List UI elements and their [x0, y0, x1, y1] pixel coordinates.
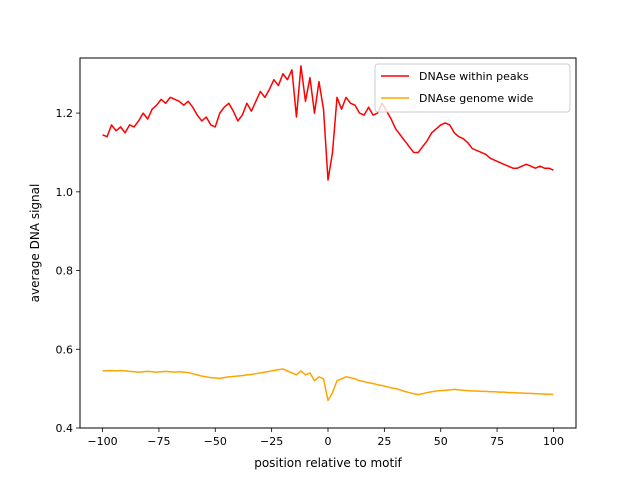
- series-line-1: [102, 65, 554, 181]
- y-tick-label: 0.8: [56, 265, 74, 278]
- x-tick-label: 25: [377, 435, 391, 448]
- legend-label-2: DNAse genome wide: [419, 92, 534, 105]
- x-axis: −100 −75 −50 −25 0 25 50 75 100: [87, 428, 564, 448]
- y-axis: 0.4 0.6 0.8 1.0 1.2: [56, 107, 80, 435]
- y-tick-label: 1.2: [56, 107, 74, 120]
- legend-box: [374, 63, 571, 113]
- x-tick-label: −100: [87, 435, 117, 448]
- plot-area: [102, 65, 554, 402]
- legend: DNAse within peaks DNAse genome wide: [374, 63, 571, 113]
- x-tick-label: 0: [325, 435, 332, 448]
- x-tick-label: 50: [434, 435, 448, 448]
- x-axis-label: position relative to motif: [254, 456, 402, 470]
- y-tick-label: 0.4: [56, 422, 74, 435]
- y-tick-label: 1.0: [56, 186, 74, 199]
- x-tick-label: 100: [543, 435, 564, 448]
- y-axis-label: average DNA signal: [28, 184, 42, 303]
- legend-label-1: DNAse within peaks: [419, 70, 529, 83]
- series-line-2: [102, 368, 554, 402]
- x-tick-label: 75: [490, 435, 504, 448]
- x-tick-label: −50: [204, 435, 227, 448]
- y-tick-label: 0.6: [56, 343, 74, 356]
- x-tick-label: −25: [260, 435, 283, 448]
- x-tick-label: −75: [147, 435, 170, 448]
